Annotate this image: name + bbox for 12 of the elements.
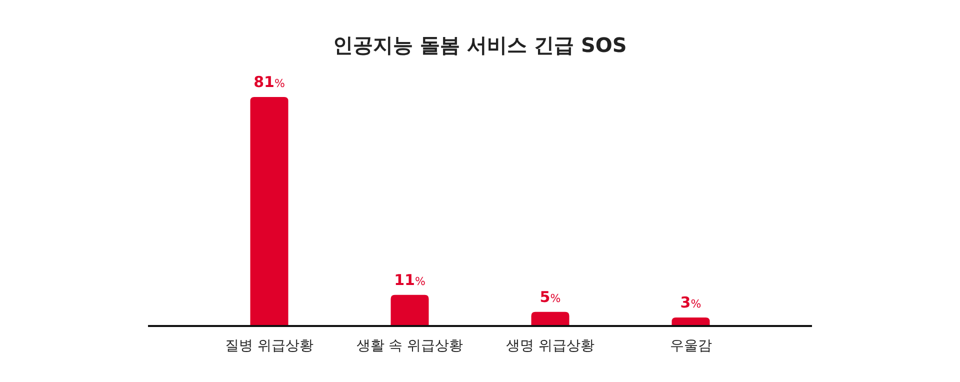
data-label: 5% (540, 288, 561, 306)
x-tick-label: 질병 위급상황 (225, 338, 314, 354)
bar (250, 97, 288, 326)
x-tick-label: 생활 속 위급상황 (356, 338, 464, 354)
data-label: 11% (394, 270, 426, 289)
bar (390, 294, 429, 326)
x-tick-label: 우울감 (670, 338, 712, 354)
chart-title: 인공지능 돌봄 서비스 긴급 SOS (333, 33, 627, 57)
bar (531, 312, 570, 326)
data-label: 3% (680, 294, 702, 312)
x-tick-label: 생명 위급상황 (506, 338, 594, 354)
data-label: 81% (254, 73, 285, 91)
